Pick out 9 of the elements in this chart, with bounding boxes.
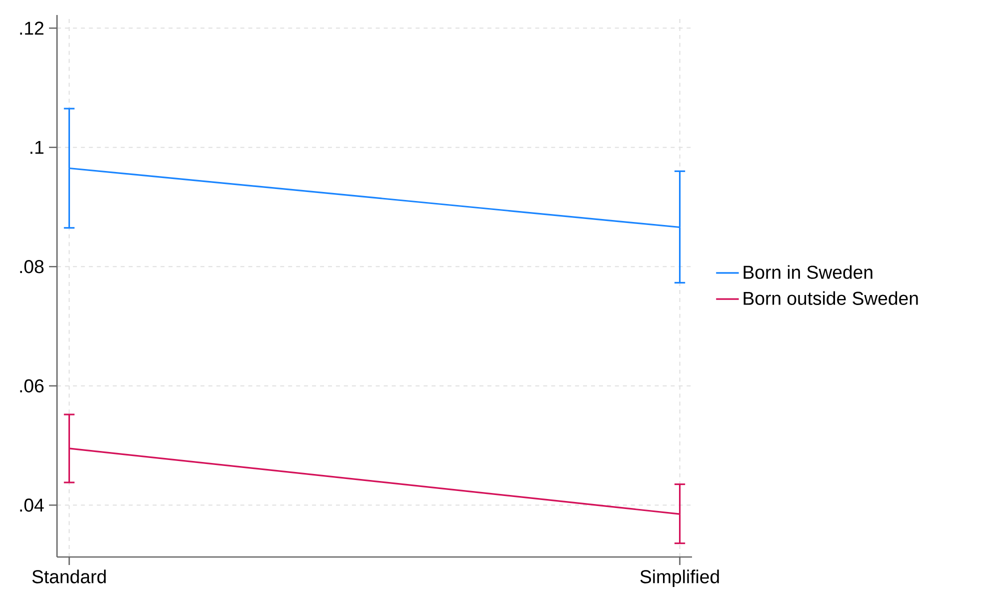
y-tick-label: .1 [30,140,44,154]
y-tick-label: .08 [20,260,44,274]
y-tick-label: .04 [20,498,44,512]
legend-label: Born in Sweden [744,265,872,279]
y-tick-label: .06 [20,379,44,392]
x-tick-label: Simplified [640,570,719,587]
x-tick-label: Standard [32,570,106,584]
legend-label: Born outside Sweden [744,291,918,305]
y-tick-label: .12 [20,22,44,35]
